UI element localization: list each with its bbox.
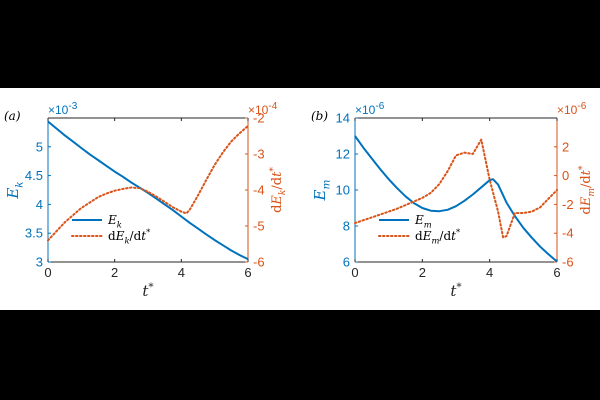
- figure-panel: [0, 88, 600, 310]
- legend-entry: dEk/dt*: [108, 227, 151, 245]
- y-right-tick-label: -2: [562, 197, 574, 212]
- y-left-tick-label: 8: [343, 219, 350, 234]
- y-right-axis-label: dEk/dt*: [269, 167, 288, 213]
- y-right-tick-label: -5: [253, 219, 265, 234]
- panel-label: (b): [311, 109, 328, 123]
- y-left-exponent-label: ×10-3: [48, 101, 78, 117]
- x-axis-label: t*: [142, 281, 154, 300]
- x-tick-label: 6: [553, 265, 560, 280]
- y-left-axis-label: Em: [311, 180, 333, 202]
- y-right-tick-label: 0: [562, 168, 569, 183]
- y-right-tick-label: -4: [253, 183, 265, 198]
- y-right-exponent-label: ×10-6: [557, 101, 587, 117]
- y-left-tick-label: 6: [343, 255, 350, 270]
- y-left-tick-label: 10: [336, 183, 350, 198]
- legend-entry: Ek: [107, 213, 122, 230]
- y-left-tick-label: 4.5: [25, 168, 43, 183]
- series-line-dotted: [354, 138, 558, 239]
- legend-entry: dEm/dt*: [415, 227, 461, 245]
- x-tick-label: 0: [44, 265, 51, 280]
- series-line-solid: [47, 120, 249, 261]
- x-tick-label: 0: [351, 265, 358, 280]
- x-tick-label: 4: [486, 265, 493, 280]
- y-right-tick-label: -2: [253, 111, 265, 126]
- y-left-tick-label: 14: [336, 111, 350, 126]
- x-tick-label: 4: [178, 265, 185, 280]
- panel-label: (a): [4, 109, 21, 123]
- y-right-tick-label: -3: [253, 147, 265, 162]
- chart-panel-a: 0 2 4 633.544.55-6-5-4-3-2(a)t*EkdEk/dt*Ekd…: [4, 109, 288, 300]
- y-left-tick-label: 12: [336, 147, 350, 162]
- chart-panel-b: 0 2 4 668101214-6-4-202(b)t*EmdEm/dt*EmdEm/…: [311, 109, 597, 300]
- x-axis-label: t*: [450, 281, 462, 300]
- series-line-dotted: [47, 124, 249, 242]
- y-left-tick-label: 3: [36, 255, 43, 270]
- y-left-axis-label: Ek: [4, 181, 26, 199]
- y-left-tick-label: 5: [36, 139, 43, 154]
- y-right-axis-label: dEm/dt*: [578, 165, 597, 214]
- x-tick-label: 2: [419, 265, 426, 280]
- y-right-tick-label: -6: [562, 255, 574, 270]
- y-right-tick-label: 2: [562, 139, 569, 154]
- legend-entry: Em: [414, 213, 432, 230]
- y-right-tick-label: -6: [253, 255, 265, 270]
- x-tick-label: 2: [111, 265, 118, 280]
- y-right-exponent-label: ×10-4: [248, 101, 278, 117]
- y-left-exponent-label: ×10-6: [355, 101, 385, 117]
- y-left-tick-label: 3.5: [25, 226, 43, 241]
- y-left-tick-label: 4: [36, 197, 43, 212]
- series-line-solid: [354, 135, 558, 263]
- x-tick-label: 6: [244, 265, 251, 280]
- y-right-tick-label: -4: [562, 226, 574, 241]
